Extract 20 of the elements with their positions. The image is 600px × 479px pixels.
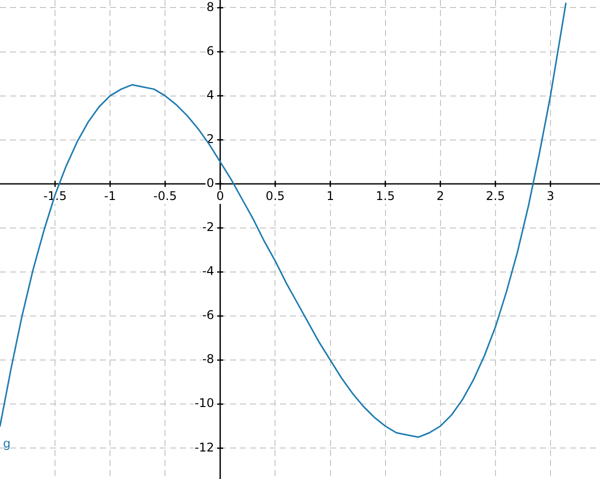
y-tick-label: 4 [206,88,214,102]
x-tick-label: 1.5 [376,189,395,204]
x-tick-label: -1 [104,189,116,204]
x-tick-label: 0.5 [266,189,285,204]
x-tick-label: -0.5 [153,189,177,204]
y-tick-label: -10 [194,396,214,410]
x-tick-label: 3 [546,189,554,204]
y-tick-label: -2 [202,220,214,234]
y-tick-label: 8 [206,0,214,14]
y-tick-label: -12 [194,440,214,454]
x-tick-label: 0 [216,189,224,204]
series-label: g [3,436,11,450]
y-tick-label: -6 [202,308,214,322]
x-tick-label: 2.5 [486,189,505,204]
y-tick-label: -4 [202,264,214,278]
y-tick-label: 0 [206,176,214,190]
x-tick-label: 1 [326,189,334,204]
x-tick-label: 2 [436,189,444,204]
y-tick-label: 6 [206,44,214,58]
y-tick-label: -8 [202,352,214,366]
